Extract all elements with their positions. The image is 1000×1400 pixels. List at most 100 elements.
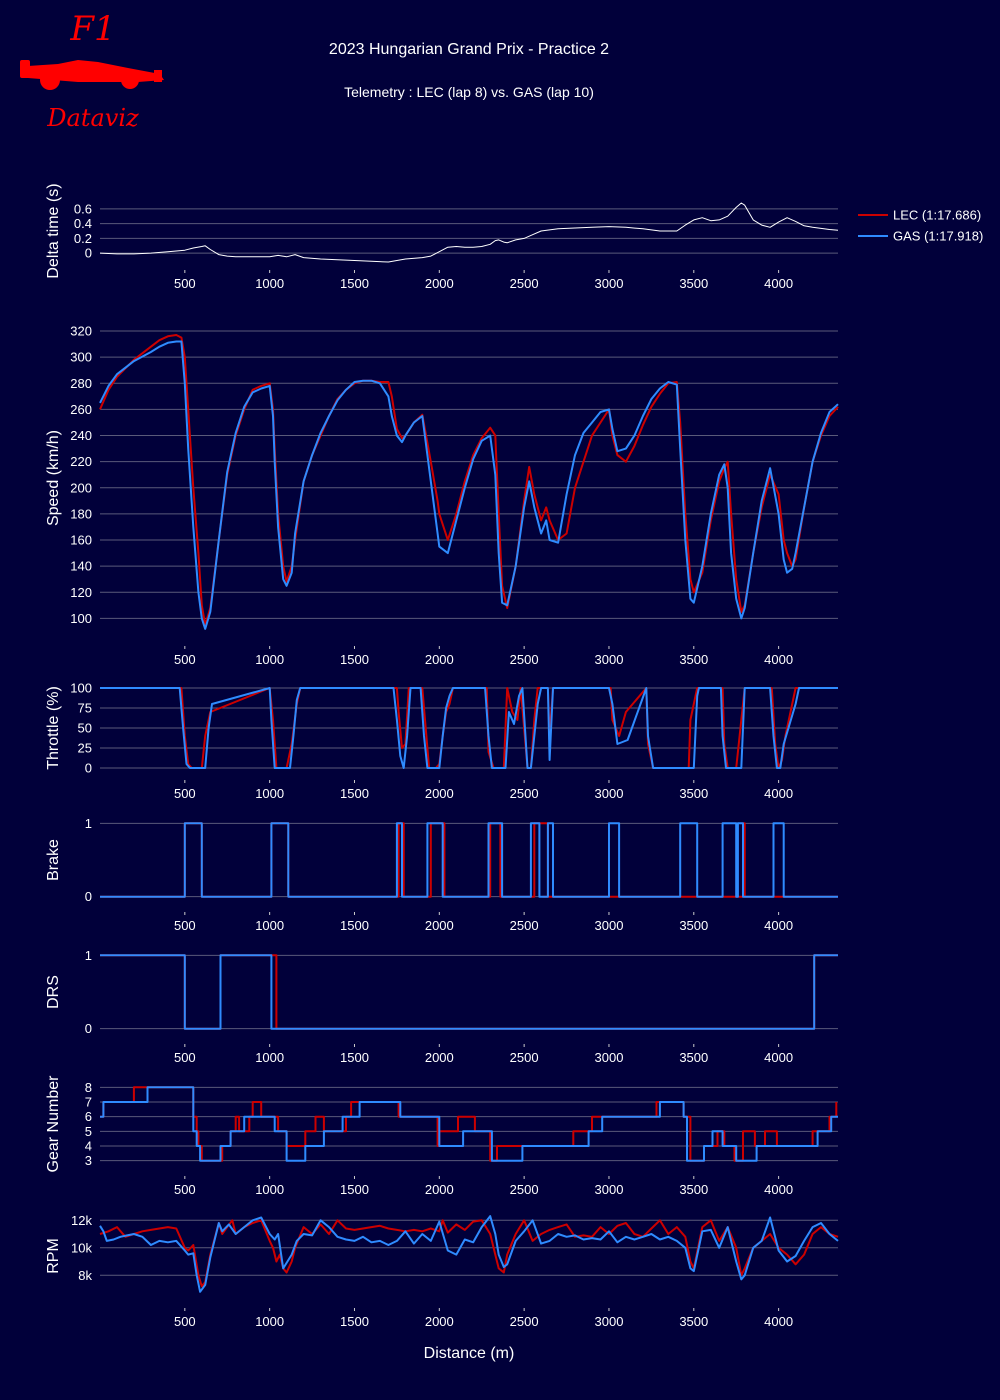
delta-ylabel: Delta time (s)	[45, 183, 62, 278]
throttle-xtick: 4000	[764, 786, 793, 801]
throttle-ylabel: Throttle (%)	[45, 686, 62, 770]
throttle-ytick-label: 50	[78, 721, 92, 736]
gear-ytick: 5	[85, 1124, 92, 1139]
delta-ytick-label: 0.6	[74, 201, 92, 216]
delta-xtick: 4000	[764, 276, 793, 291]
rpm-ytick-label: 8k	[78, 1268, 92, 1283]
throttle-xtick: 1500	[340, 786, 369, 801]
brake-xtick: 500	[174, 918, 196, 933]
rpm-ytick-label: 12k	[71, 1213, 92, 1228]
rpm-ytick: 8k	[78, 1268, 92, 1283]
drs-series-gas	[100, 954, 838, 1030]
rpm-xtick: 1500	[340, 1314, 369, 1329]
throttle-xtick: 1000	[255, 786, 284, 801]
rpm-xtick: 2500	[510, 1314, 539, 1329]
speed-xtick-label: 3000	[595, 652, 624, 667]
speed-ytick: 320	[70, 324, 92, 339]
brake-series-gas	[100, 822, 838, 898]
gear-ytick-label: 5	[85, 1124, 92, 1139]
throttle-panel: 0 25 50 75 100 500 1000 1500 2000 2500 3000 3500 400…	[45, 681, 838, 801]
gear-xtick: 3500	[679, 1182, 708, 1197]
gear-xtick-label: 1000	[255, 1182, 284, 1197]
gear-xtick: 500	[174, 1182, 196, 1197]
gear-ytick-label: 8	[85, 1080, 92, 1095]
speed-ytick-label: 240	[70, 428, 92, 443]
chart-subtitle: Telemetry : LEC (lap 8) vs. GAS (lap 10)	[344, 84, 594, 100]
delta-series-delta	[99, 202, 839, 263]
delta-xtick: 2000	[425, 276, 454, 291]
speed-ytick-label: 120	[70, 585, 92, 600]
delta-ytick: 0.4	[74, 216, 92, 231]
brake-xtick: 4000	[764, 918, 793, 933]
brake-ytick-label: 0	[85, 889, 92, 904]
gear-xtick: 1500	[340, 1182, 369, 1197]
throttle-xtick-label: 500	[174, 786, 196, 801]
drs-ytick: 1	[85, 948, 92, 963]
throttle-xtick: 3500	[679, 786, 708, 801]
rpm-xtick: 500	[174, 1314, 196, 1329]
gear-series-gas	[100, 1086, 838, 1162]
brake-ylabel: Brake	[45, 839, 62, 881]
drs-xtick: 1000	[255, 1050, 284, 1065]
brake-xtick: 2000	[425, 918, 454, 933]
speed-xtick: 3000	[595, 652, 624, 667]
speed-xtick-label: 4000	[764, 652, 793, 667]
brake-xtick: 2500	[510, 918, 539, 933]
speed-xtick: 4000	[764, 652, 793, 667]
drs-xtick: 1500	[340, 1050, 369, 1065]
speed-ytick-label: 160	[70, 533, 92, 548]
drs-xtick-label: 2500	[510, 1050, 539, 1065]
throttle-xtick: 2000	[425, 786, 454, 801]
brake-xtick-label: 4000	[764, 918, 793, 933]
legend: LEC (1:17.686) GAS (1:17.918)	[858, 208, 983, 244]
delta-xtick-label: 2000	[425, 276, 454, 291]
speed-xtick: 1500	[340, 652, 369, 667]
gear-xtick-label: 2500	[510, 1182, 539, 1197]
speed-ytick: 200	[70, 480, 92, 495]
delta-xtick: 1000	[255, 276, 284, 291]
gear-xtick: 4000	[764, 1182, 793, 1197]
throttle-ytick: 50	[78, 721, 92, 736]
delta-xtick: 2500	[510, 276, 539, 291]
rpm-xtick: 4000	[764, 1314, 793, 1329]
delta-ytick: 0	[85, 246, 92, 261]
race-car-icon	[20, 60, 164, 90]
gear-xtick-label: 2000	[425, 1182, 454, 1197]
brake-xtick-label: 2000	[425, 918, 454, 933]
gear-ytick: 8	[85, 1080, 92, 1095]
brake-xtick-label: 1000	[255, 918, 284, 933]
speed-panel: 100 120 140 160 180 200 220 240 260 280 300 320 500 1…	[45, 324, 839, 667]
throttle-ytick-label: 0	[85, 761, 92, 776]
gear-xtick: 3000	[595, 1182, 624, 1197]
throttle-xtick-label: 2000	[425, 786, 454, 801]
speed-ytick: 120	[70, 585, 92, 600]
drs-xtick: 2500	[510, 1050, 539, 1065]
throttle-ytick-label: 75	[78, 701, 92, 716]
throttle-xtick-label: 2500	[510, 786, 539, 801]
drs-xtick-label: 4000	[764, 1050, 793, 1065]
throttle-ytick: 75	[78, 701, 92, 716]
brake-series-lec	[100, 822, 838, 898]
drs-ylabel: DRS	[45, 975, 62, 1009]
throttle-series-gas	[100, 687, 838, 769]
brake-ytick: 1	[85, 816, 92, 831]
speed-ytick-label: 200	[70, 480, 92, 495]
drs-xtick-label: 1000	[255, 1050, 284, 1065]
rpm-ytick: 10k	[71, 1240, 92, 1255]
logo-dataviz-text: Dataviz	[46, 104, 139, 132]
speed-xtick: 2500	[510, 652, 539, 667]
rpm-xtick: 2000	[425, 1314, 454, 1329]
speed-xtick: 1000	[255, 652, 284, 667]
x-axis-label: Distance (m)	[424, 1345, 515, 1362]
delta-xtick-label: 2500	[510, 276, 539, 291]
delta-xtick-label: 1500	[340, 276, 369, 291]
speed-ytick-label: 300	[70, 350, 92, 365]
drs-xtick-label: 1500	[340, 1050, 369, 1065]
delta-xtick-label: 3500	[679, 276, 708, 291]
brake-xtick: 3500	[679, 918, 708, 933]
throttle-ytick-label: 25	[78, 741, 92, 756]
speed-xtick-label: 3500	[679, 652, 708, 667]
speed-xtick-label: 2000	[425, 652, 454, 667]
gear-ylabel: Gear Number	[45, 1075, 62, 1173]
